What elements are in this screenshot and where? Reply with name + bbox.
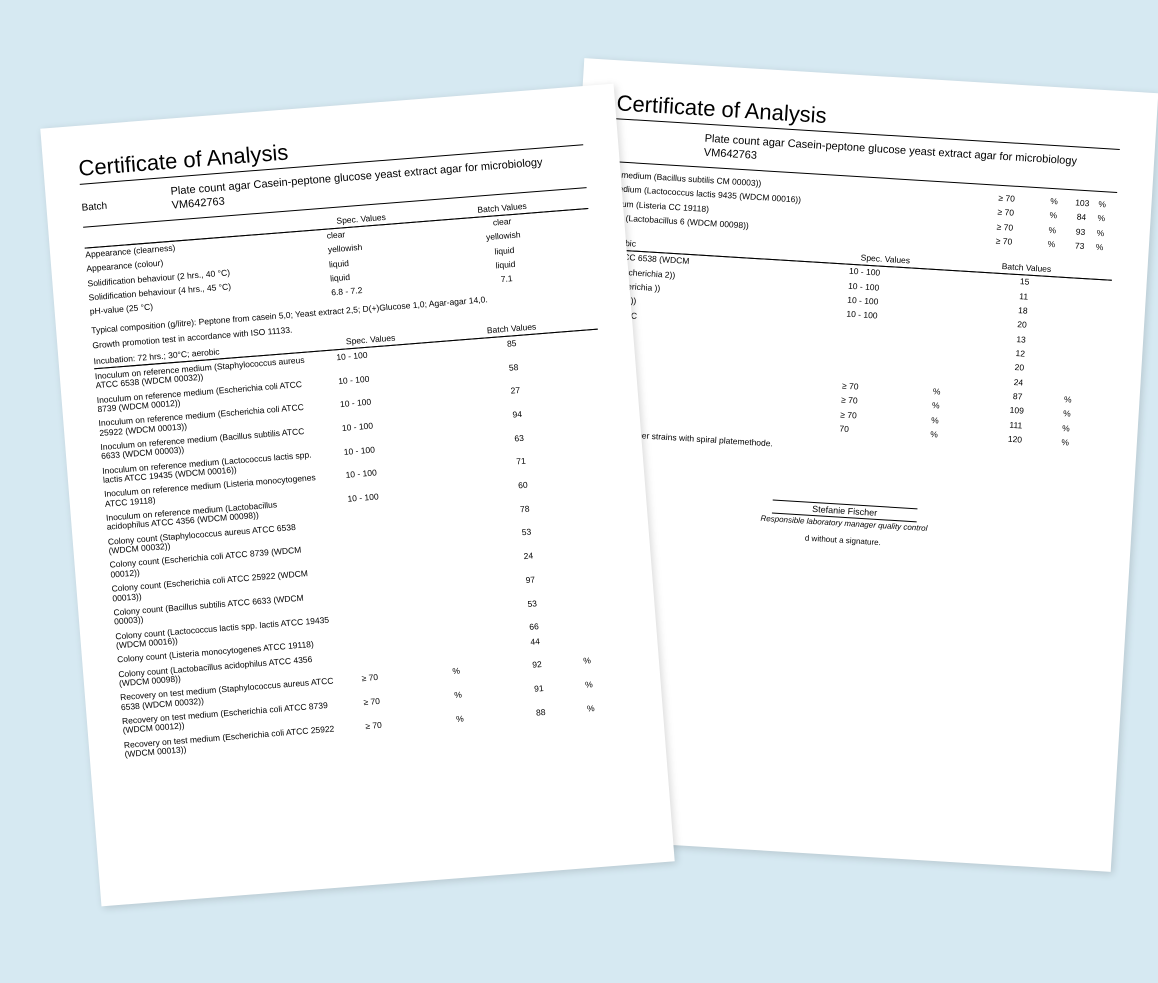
row-unit2 xyxy=(576,566,618,593)
row-unit2 xyxy=(565,425,607,452)
row-unit xyxy=(438,482,480,509)
batch-number: VM642763 xyxy=(171,195,225,211)
batch-label: Batch xyxy=(80,186,172,220)
row-unit xyxy=(427,340,469,367)
row-unit2 xyxy=(581,628,623,655)
row-unit2: % xyxy=(1095,240,1114,255)
certificate-page-1: Certificate of Analysis Batch Plate coun… xyxy=(40,84,674,907)
row-unit: % xyxy=(1048,223,1067,238)
row-unit2 xyxy=(557,330,599,357)
row-unit xyxy=(447,600,489,627)
row-unit2 xyxy=(552,266,593,283)
row-unit2: % xyxy=(1061,436,1102,453)
row-unit xyxy=(422,276,463,293)
row-unit xyxy=(434,435,476,462)
signature-block: Stefanie Fischer Responsible laboratory … xyxy=(591,488,1098,560)
row-unit2: % xyxy=(1096,226,1115,241)
row-unit2 xyxy=(572,519,614,546)
row-unit: % xyxy=(1047,237,1066,252)
row-unit xyxy=(430,388,472,415)
row-unit xyxy=(443,553,485,580)
row-unit: % xyxy=(454,685,496,712)
row-unit xyxy=(436,458,478,485)
row-unit2 xyxy=(567,448,609,475)
row-unit xyxy=(445,577,487,604)
row-unit xyxy=(428,364,470,391)
section2-table: aerobic Spec. Values Batch Values ium CC… xyxy=(597,235,1112,453)
row-unit xyxy=(441,529,483,556)
row-unit2: % xyxy=(585,675,627,702)
row-unit: % xyxy=(1049,209,1068,224)
row-unit2 xyxy=(574,543,616,570)
row-unit xyxy=(450,638,492,665)
row-unit2: % xyxy=(1097,212,1116,227)
row-unit2: % xyxy=(587,699,629,726)
row-unit xyxy=(432,411,474,438)
row-unit2: % xyxy=(1098,197,1117,212)
row-unit xyxy=(440,506,482,533)
row-unit2: % xyxy=(583,651,625,678)
row-unit2 xyxy=(561,377,603,404)
row-unit2 xyxy=(559,354,601,381)
test-results-table: Incubation: 72 hrs.; 30°C; aerobic Spec.… xyxy=(93,315,628,762)
row-batch: 73 xyxy=(1065,238,1096,254)
batch-label xyxy=(614,127,706,160)
row-unit2 xyxy=(578,590,620,617)
row-unit: % xyxy=(456,709,498,736)
row-unit2 xyxy=(569,472,611,499)
row-unit: % xyxy=(930,428,971,445)
row-unit: % xyxy=(1050,194,1069,209)
row-unit2 xyxy=(571,495,613,522)
row-unit: % xyxy=(452,662,494,689)
batch-number: VM642763 xyxy=(703,146,757,161)
row-spec: ≥ 70 xyxy=(975,233,1048,252)
row-unit2 xyxy=(563,401,605,428)
